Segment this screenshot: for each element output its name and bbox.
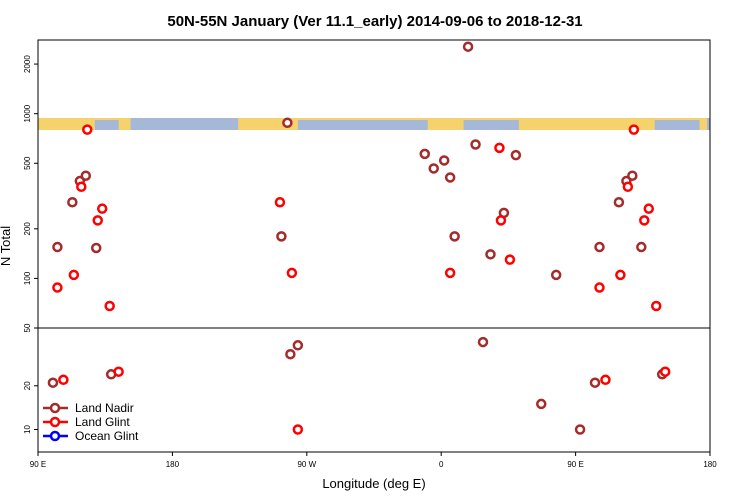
x-tick-label: 0 <box>439 460 444 469</box>
map-land <box>427 118 464 130</box>
point-land-nadir <box>550 269 562 281</box>
x-tick-label: 90 E <box>30 460 46 469</box>
point-land-nadir <box>574 424 586 435</box>
legend-item-land-nadir: Land Nadir <box>43 401 134 415</box>
point-land-glint <box>96 203 108 214</box>
point-land-glint <box>82 124 93 135</box>
x-tick-label: 90 E <box>567 460 583 469</box>
point-land-glint <box>622 181 634 193</box>
point-land-nadir <box>444 172 456 183</box>
map-land-fringe <box>94 118 119 120</box>
point-land-glint <box>643 203 655 214</box>
y-tick-label: 2000 <box>23 55 32 73</box>
map-land <box>699 118 708 130</box>
point-land-nadir <box>449 231 460 242</box>
legend-item-land-glint: Land Glint <box>43 415 130 429</box>
map-land-fringe <box>654 118 700 120</box>
point-land-nadir <box>627 170 638 181</box>
x-axis-title: Longitude (deg E) <box>322 476 425 491</box>
point-land-glint <box>504 254 516 265</box>
y-tick-label: 200 <box>23 222 32 236</box>
y-axis-title: N Total <box>0 226 13 266</box>
y-tick-label: 500 <box>23 156 32 170</box>
chart-title: 50N-55N January (Ver 11.1_early) 2014-09… <box>167 13 582 30</box>
point-land-nadir <box>428 163 439 174</box>
legend-marker-land-glint <box>49 416 61 428</box>
y-tick-label: 20 <box>23 381 32 390</box>
point-land-nadir <box>636 241 647 253</box>
point-land-glint <box>52 282 63 293</box>
point-land-nadir <box>438 155 450 166</box>
legend-label-land-nadir: Land Nadir <box>75 401 134 415</box>
plot-frame <box>37 39 711 453</box>
legend-marker-ocean-glint <box>49 430 61 442</box>
y-tick-label: 10 <box>23 425 32 434</box>
point-land-glint <box>292 424 304 435</box>
point-land-glint <box>600 374 611 386</box>
point-land-glint <box>628 124 640 135</box>
point-land-glint <box>286 267 298 279</box>
point-land-glint <box>594 282 605 293</box>
x-axis: 90 E 180 90 W 0 90 E 180 <box>30 452 717 469</box>
point-land-nadir <box>536 398 547 410</box>
point-land-glint <box>68 269 80 281</box>
point-land-glint <box>659 366 671 377</box>
point-land-glint <box>274 196 286 208</box>
point-land-nadir <box>613 196 625 208</box>
map-strip <box>38 118 710 130</box>
point-land-nadir <box>80 170 92 181</box>
point-land-nadir <box>485 249 496 260</box>
map-land-fringe <box>463 118 519 120</box>
y-tick-label: 100 <box>23 271 32 285</box>
point-land-nadir <box>594 241 605 253</box>
legend-item-ocean-glint: Ocean Glint <box>43 429 139 443</box>
point-land-nadir <box>589 377 601 388</box>
point-land-nadir <box>462 41 474 52</box>
point-land-glint <box>639 215 650 226</box>
point-land-nadir <box>477 336 489 348</box>
legend-marker-land-nadir <box>49 402 61 414</box>
point-land-glint <box>104 300 115 312</box>
point-land-glint <box>615 269 626 281</box>
data-points <box>47 41 671 435</box>
point-land-nadir <box>285 348 296 360</box>
map-land <box>38 118 95 130</box>
map-land <box>118 118 131 130</box>
y-tick-label: 1000 <box>23 104 32 122</box>
x-tick-label: 90 W <box>297 460 316 469</box>
point-land-glint <box>650 300 662 312</box>
point-land-nadir <box>90 242 102 254</box>
point-land-glint <box>444 267 456 279</box>
point-land-glint <box>495 215 507 226</box>
point-land-glint <box>494 142 505 154</box>
x-tick-label: 180 <box>166 460 180 469</box>
x-tick-label: 180 <box>703 460 717 469</box>
map-land <box>518 118 655 130</box>
point-land-nadir <box>67 196 78 208</box>
point-land-nadir <box>292 340 304 351</box>
point-land-nadir <box>276 231 287 242</box>
y-axis: 50 100 200 500 1000 2000 10 20 <box>23 55 38 434</box>
y-tick-label: 50 <box>23 323 32 332</box>
legend-label-ocean-glint: Ocean Glint <box>75 429 139 443</box>
point-land-glint <box>76 181 87 193</box>
point-land-glint <box>113 366 124 377</box>
point-land-nadir <box>510 149 522 161</box>
point-land-nadir <box>47 377 59 388</box>
point-land-nadir <box>282 117 293 129</box>
point-land-nadir <box>470 139 481 150</box>
point-land-glint <box>92 215 103 226</box>
point-land-glint <box>58 374 69 386</box>
legend: Land Nadir Land Glint Ocean Glint <box>43 401 139 443</box>
point-land-nadir <box>52 241 63 253</box>
legend-label-land-glint: Land Glint <box>75 415 130 429</box>
point-land-nadir <box>419 148 431 160</box>
map-land-fringe <box>297 118 428 120</box>
